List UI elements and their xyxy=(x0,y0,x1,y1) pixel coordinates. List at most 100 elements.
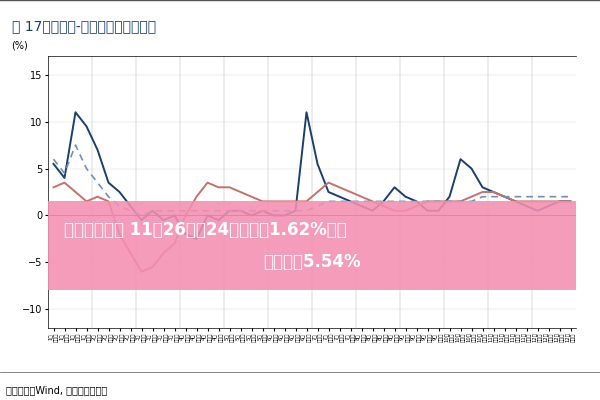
2017 xyxy=(402,208,409,213)
2018 xyxy=(545,194,552,199)
2016 xyxy=(94,147,101,152)
2016 xyxy=(325,190,332,194)
2018 xyxy=(523,194,530,199)
2017 xyxy=(116,232,123,237)
2017 xyxy=(94,194,101,199)
2016 xyxy=(413,199,420,204)
2017 xyxy=(248,194,255,199)
2017 xyxy=(292,199,299,204)
2018 xyxy=(369,199,376,204)
2018 xyxy=(424,199,431,204)
2016 xyxy=(248,213,255,218)
2017 xyxy=(160,250,167,255)
2018 xyxy=(435,199,442,204)
2016 xyxy=(259,208,266,213)
2017 xyxy=(314,190,321,194)
2017 xyxy=(237,190,244,194)
2017 xyxy=(105,199,112,204)
2018 xyxy=(446,199,453,204)
2018 xyxy=(226,208,233,213)
2017 xyxy=(83,199,90,204)
2016 xyxy=(105,180,112,185)
2017 xyxy=(380,204,387,208)
2018 xyxy=(259,208,266,213)
2017 xyxy=(512,199,519,204)
2016 xyxy=(281,213,288,218)
2017 xyxy=(336,185,343,190)
2018 xyxy=(479,194,486,199)
2016 xyxy=(457,157,464,162)
2016 xyxy=(303,110,310,115)
2018 xyxy=(325,199,332,204)
2018 xyxy=(556,194,563,199)
2018 xyxy=(215,208,222,213)
2016 xyxy=(215,218,222,222)
2018 xyxy=(567,194,574,199)
2017 xyxy=(127,250,134,255)
2017 xyxy=(50,185,57,190)
2016 xyxy=(534,208,541,213)
2018 xyxy=(149,208,156,213)
2018 xyxy=(72,143,79,148)
2016 xyxy=(501,194,508,199)
2017 xyxy=(171,241,178,246)
2018 xyxy=(413,199,420,204)
2016 xyxy=(468,166,475,171)
2018 xyxy=(171,208,178,213)
2018 xyxy=(490,194,497,199)
2018 xyxy=(61,171,68,176)
2016 xyxy=(204,213,211,218)
2018 xyxy=(50,157,57,162)
2017 xyxy=(347,190,354,194)
2018 xyxy=(281,208,288,213)
2018 xyxy=(94,180,101,185)
Line: 2017: 2017 xyxy=(53,183,571,272)
2016 xyxy=(171,213,178,218)
2018 xyxy=(468,199,475,204)
2016 xyxy=(512,199,519,204)
2017 xyxy=(369,199,376,204)
Line: 2016: 2016 xyxy=(53,112,571,239)
2016 xyxy=(83,124,90,129)
2018 xyxy=(270,208,277,213)
2017 xyxy=(303,199,310,204)
Text: (%): (%) xyxy=(11,40,28,50)
2017 xyxy=(325,180,332,185)
2016 xyxy=(127,204,134,208)
2018 xyxy=(336,199,343,204)
2018 xyxy=(534,194,541,199)
2016 xyxy=(182,232,189,237)
2017 xyxy=(468,194,475,199)
2017 xyxy=(479,190,486,194)
2017 xyxy=(490,190,497,194)
2016 xyxy=(61,176,68,180)
2018 xyxy=(83,166,90,171)
2018 xyxy=(347,199,354,204)
2017 xyxy=(149,265,156,270)
2016 xyxy=(50,162,57,166)
2017 xyxy=(182,213,189,218)
2016 xyxy=(358,204,365,208)
2017 xyxy=(270,199,277,204)
2018 xyxy=(292,208,299,213)
2018 xyxy=(138,213,145,218)
2017 xyxy=(215,185,222,190)
2016 xyxy=(523,204,530,208)
2017 xyxy=(204,180,211,185)
2017 xyxy=(523,199,530,204)
2018 xyxy=(248,208,255,213)
2016 xyxy=(336,194,343,199)
2018 xyxy=(358,199,365,204)
2018 xyxy=(116,204,123,208)
2016 xyxy=(116,190,123,194)
2016 xyxy=(226,208,233,213)
2018 xyxy=(127,208,134,213)
2016 xyxy=(446,194,453,199)
Text: 图 17：商务部-蔬菜价格周环比涨幅: 图 17：商务部-蔬菜价格周环比涨幅 xyxy=(12,19,156,33)
2016 xyxy=(402,194,409,199)
2016 xyxy=(435,208,442,213)
2018 xyxy=(380,199,387,204)
2017 xyxy=(435,199,442,204)
2017 xyxy=(457,199,464,204)
2017 xyxy=(72,190,79,194)
